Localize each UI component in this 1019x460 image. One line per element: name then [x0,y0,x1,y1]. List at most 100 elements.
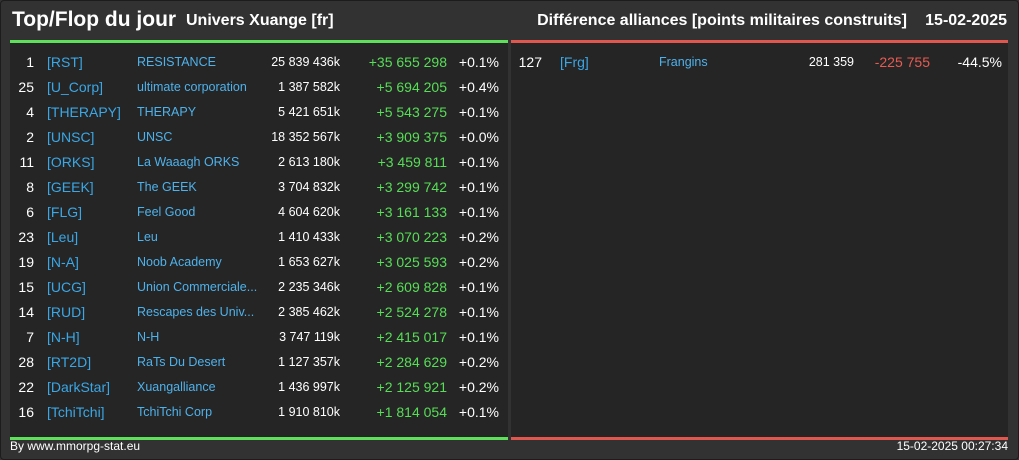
alliance-name-link[interactable]: Leu [137,230,158,244]
alliance-tag-link[interactable]: [GEEK] [47,179,94,195]
alliance-percent: +0.1% [458,179,499,195]
alliance-points: 4 604 620k [278,205,340,219]
top-alliance-row: 1 [RST] RESISTANCE 25 839 436k +35 655 298 +0… [10,50,508,75]
alliance-difference: +5 694 205 [376,79,447,95]
top-alliance-row: 11 [ORKS] La Waaagh ORKS 2 613 180k +3 459 8… [10,150,508,175]
alliance-percent: +0.1% [458,154,499,170]
alliance-tag-link[interactable]: [FLG] [47,204,83,220]
alliance-name-link[interactable]: Feel Good [137,205,196,219]
alliance-difference: +2 415 017 [376,329,447,345]
top-alliance-row: 15 [UCG] Union Commerciale... 2 235 346k +2 … [10,275,508,300]
alliance-percent: +0.2% [458,354,499,370]
page-title: Top/Flop du jour [12,8,177,31]
alliance-name-link[interactable]: THERAPY [137,105,197,119]
alliance-points: 3 747 119k [279,330,340,344]
alliance-difference: +35 655 298 [368,54,447,70]
alliance-name-link[interactable]: Union Commerciale... [137,280,258,294]
alliance-difference: +1 814 054 [376,404,447,420]
alliance-difference: +2 125 921 [376,379,447,395]
alliance-points: 2 613 180k [278,155,340,169]
alliance-points: 3 704 832k [278,180,340,194]
alliance-name-link[interactable]: RESISTANCE [137,55,216,69]
alliance-name-link[interactable]: Rescapes des Univ... [137,305,255,319]
alliance-rank: 1 [26,54,34,70]
alliance-rank: 6 [26,204,34,220]
alliance-difference: +3 161 133 [376,204,447,220]
alliance-rank: 14 [18,304,34,320]
alliance-points: 1 387 582k [278,80,340,94]
alliance-rank: 19 [18,254,34,270]
alliance-percent: +0.1% [458,54,499,70]
alliance-percent: +0.4% [458,79,499,95]
top-alliance-row: 28 [RT2D] RaTs Du Desert 1 127 357k +2 284 6… [10,350,508,375]
alliance-percent: -44.5% [957,54,1002,70]
alliance-name-link[interactable]: RaTs Du Desert [137,355,226,369]
footer-source[interactable]: By www.mmorpg-stat.eu [10,439,141,453]
top-panel: 1 [RST] RESISTANCE 25 839 436k +35 655 298 +0… [10,40,508,440]
top-alliance-row: 2 [UNSC] UNSC 18 352 567k +3 909 375 +0.0% [10,125,508,150]
alliance-tag-link[interactable]: [DarkStar] [47,379,111,395]
footer-timestamp: 15-02-2025 00:27:34 [896,439,1008,453]
alliance-difference: +3 299 742 [376,179,447,195]
alliance-points: 1 436 997k [278,380,340,394]
alliance-difference: +3 025 593 [376,254,447,270]
alliance-rank: 8 [26,179,34,195]
top-alliance-row: 4 [THERAPY] THERAPY 5 421 651k +5 543 275 +0.… [10,100,508,125]
alliance-tag-link[interactable]: [Leu] [47,229,79,245]
alliance-tag-link[interactable]: [RT2D] [47,354,92,370]
alliance-name-link[interactable]: N-H [137,330,160,344]
alliance-points: 1 127 357k [278,355,340,369]
top-alliance-row: 19 [N-A] Noob Academy 1 653 627k +3 025 593 +… [10,250,508,275]
alliance-name-link[interactable]: UNSC [137,130,173,144]
alliance-tag-link[interactable]: [ORKS] [47,154,95,170]
alliance-points: 25 839 436k [271,55,340,69]
alliance-percent: +0.1% [458,204,499,220]
alliance-name-link[interactable]: The GEEK [137,180,197,194]
alliance-rank: 25 [18,79,34,95]
alliance-name-link[interactable]: ultimate corporation [137,80,247,94]
alliance-difference: +3 070 223 [376,229,447,245]
top-alliance-row: 25 [U_Corp] ultimate corporation 1 387 582k… [10,75,508,100]
alliance-tag-link[interactable]: [U_Corp] [47,79,104,95]
alliance-tag-link[interactable]: [RST] [47,54,83,70]
alliance-tag-link[interactable]: [N-A] [47,254,79,270]
alliance-points: 18 352 567k [271,130,340,144]
top-alliance-row: 8 [GEEK] The GEEK 3 704 832k +3 299 742 +0.1% [10,175,508,200]
alliance-percent: +0.1% [458,104,499,120]
alliance-tag-link[interactable]: [Frg] [560,54,589,70]
flop-alliance-row: 127 [Frg] Frangins 281 359 -225 755 -44.5% [511,50,1008,75]
alliance-points: 1 910 810k [278,405,340,419]
alliance-difference: -225 755 [874,54,930,70]
universe-subtitle: Univers Xuange [fr] [186,12,334,29]
alliance-percent: +0.1% [458,404,499,420]
alliance-tag-link[interactable]: [UCG] [47,279,86,295]
alliance-name-link[interactable]: TchiTchi Corp [137,405,213,419]
alliance-difference: +5 543 275 [376,104,447,120]
top-alliance-row: 16 [TchiTchi] TchiTchi Corp 1 910 810k +1 81… [10,400,508,425]
alliance-rank: 15 [18,279,34,295]
alliance-name-link[interactable]: Xuangalliance [137,380,216,394]
alliance-percent: +0.2% [458,379,499,395]
alliance-tag-link[interactable]: [TchiTchi] [47,404,105,420]
alliance-difference: +2 524 278 [376,304,447,320]
alliance-name-link[interactable]: Noob Academy [137,255,222,269]
alliance-rank: 28 [18,354,34,370]
flop-panel: 127 [Frg] Frangins 281 359 -225 755 -44.5% [511,40,1008,440]
alliance-tag-link[interactable]: [N-H] [47,329,80,345]
alliance-name-link[interactable]: Frangins [659,55,708,69]
alliance-points: 2 385 462k [278,305,340,319]
alliance-tag-link[interactable]: [RUD] [47,304,86,320]
alliance-difference: +2 284 629 [376,354,447,370]
top-alliance-row: 23 [Leu] Leu 1 410 433k +3 070 223 +0.2% [10,225,508,250]
header-date: 15-02-2025 [925,12,1007,29]
alliance-percent: +0.1% [458,304,499,320]
top-alliance-row: 14 [RUD] Rescapes des Univ... 2 385 462k +2 … [10,300,508,325]
alliance-name-link[interactable]: La Waaagh ORKS [137,155,240,169]
alliance-rank: 16 [18,404,34,420]
alliance-percent: +0.2% [458,229,499,245]
alliance-tag-link[interactable]: [UNSC] [47,129,95,145]
alliance-tag-link[interactable]: [THERAPY] [47,104,121,120]
alliance-rank: 4 [26,104,34,120]
alliance-difference: +2 609 828 [376,279,447,295]
alliance-rank: 2 [26,129,34,145]
